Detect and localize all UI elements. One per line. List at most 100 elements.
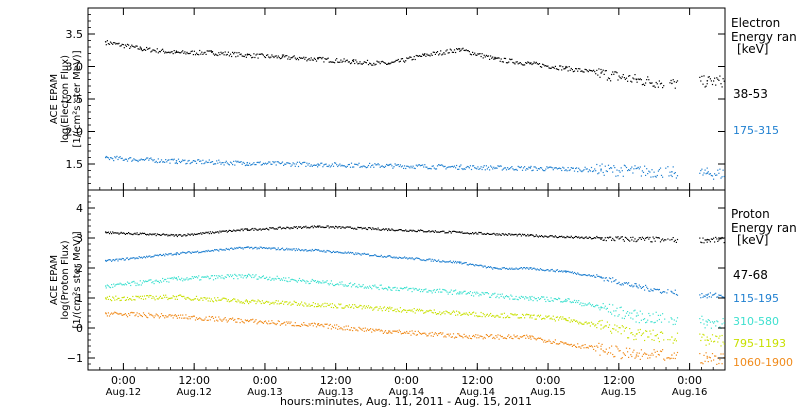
- data-point: [210, 161, 212, 163]
- data-point: [324, 226, 326, 229]
- data-point: [305, 324, 307, 326]
- data-point: [603, 280, 605, 282]
- data-point: [145, 315, 147, 317]
- data-point: [156, 314, 158, 316]
- data-point: [674, 239, 676, 241]
- data-point: [207, 319, 209, 321]
- data-point: [248, 246, 250, 248]
- data-point: [272, 247, 274, 249]
- data-point: [298, 325, 301, 327]
- data-point: [507, 167, 509, 169]
- data-point: [212, 232, 215, 234]
- data-point: [491, 334, 493, 336]
- data-point: [401, 257, 404, 259]
- data-point: [104, 297, 107, 299]
- data-point: [338, 252, 340, 254]
- data-point: [216, 54, 218, 56]
- data-point: [545, 235, 547, 237]
- data-point: [463, 232, 465, 234]
- data-point: [444, 313, 446, 315]
- data-point: [664, 359, 666, 361]
- data-point: [479, 53, 481, 55]
- data-point: [430, 231, 432, 233]
- data-point: [304, 161, 306, 163]
- data-point: [281, 247, 284, 249]
- data-point: [510, 294, 512, 296]
- data-point: [173, 276, 175, 278]
- data-point: [562, 341, 564, 344]
- data-point: [163, 280, 165, 282]
- data-point: [277, 55, 279, 57]
- data-point: [416, 334, 418, 336]
- data-point: [660, 292, 663, 294]
- data-point: [619, 283, 621, 286]
- data-point: [421, 229, 423, 231]
- data-point: [244, 319, 246, 321]
- data-point: [295, 301, 297, 304]
- data-point: [154, 50, 156, 52]
- data-point: [508, 168, 510, 170]
- data-point: [216, 231, 218, 233]
- data-point: [633, 285, 635, 287]
- data-point: [662, 176, 664, 178]
- data-point: [112, 259, 114, 261]
- data-point: [260, 321, 262, 323]
- data-point: [177, 158, 180, 160]
- data-point: [306, 227, 308, 229]
- data-point: [612, 71, 614, 73]
- legend-electron-38-53: 38-53: [733, 87, 768, 101]
- data-point: [224, 276, 226, 278]
- data-point: [142, 256, 145, 258]
- data-point: [254, 56, 256, 59]
- data-point: [353, 327, 355, 329]
- data-point: [431, 54, 433, 56]
- data-point: [160, 49, 163, 51]
- data-point: [658, 288, 660, 291]
- data-point: [367, 305, 370, 307]
- data-point: [472, 51, 474, 53]
- data-point: [193, 315, 195, 317]
- data-point: [462, 313, 464, 315]
- data-point: [624, 315, 626, 317]
- data-point: [533, 337, 535, 339]
- data-point: [663, 358, 665, 360]
- data-point: [112, 296, 114, 298]
- data-point: [587, 347, 589, 349]
- data-point: [143, 295, 146, 297]
- data-point: [565, 319, 567, 321]
- data-point: [264, 301, 267, 303]
- data-point: [576, 273, 578, 275]
- data-point: [467, 166, 469, 168]
- data-point: [717, 240, 719, 242]
- data-point: [386, 308, 388, 310]
- data-point: [432, 260, 434, 262]
- data-point: [279, 163, 281, 165]
- data-point: [266, 54, 268, 56]
- data-point: [312, 164, 314, 166]
- data-point: [554, 65, 556, 67]
- data-point: [549, 235, 551, 237]
- data-point: [563, 343, 565, 345]
- data-point: [572, 301, 574, 303]
- data-point: [343, 307, 345, 309]
- data-point: [208, 50, 210, 52]
- data-point: [334, 284, 336, 287]
- data-point: [476, 54, 478, 56]
- data-point: [452, 310, 455, 312]
- data-point: [244, 54, 246, 56]
- data-point: [229, 247, 232, 249]
- y-tick-label: −1: [67, 352, 83, 365]
- data-point: [311, 59, 313, 61]
- data-point: [504, 337, 507, 339]
- data-point: [329, 323, 331, 326]
- data-point: [294, 165, 296, 167]
- data-point: [668, 357, 670, 359]
- data-point: [207, 276, 209, 278]
- data-point: [509, 233, 511, 235]
- data-point: [330, 226, 332, 228]
- data-point: [390, 289, 392, 291]
- data-point: [407, 230, 409, 232]
- data-point: [448, 166, 450, 168]
- data-point: [534, 62, 536, 64]
- data-point: [703, 323, 705, 325]
